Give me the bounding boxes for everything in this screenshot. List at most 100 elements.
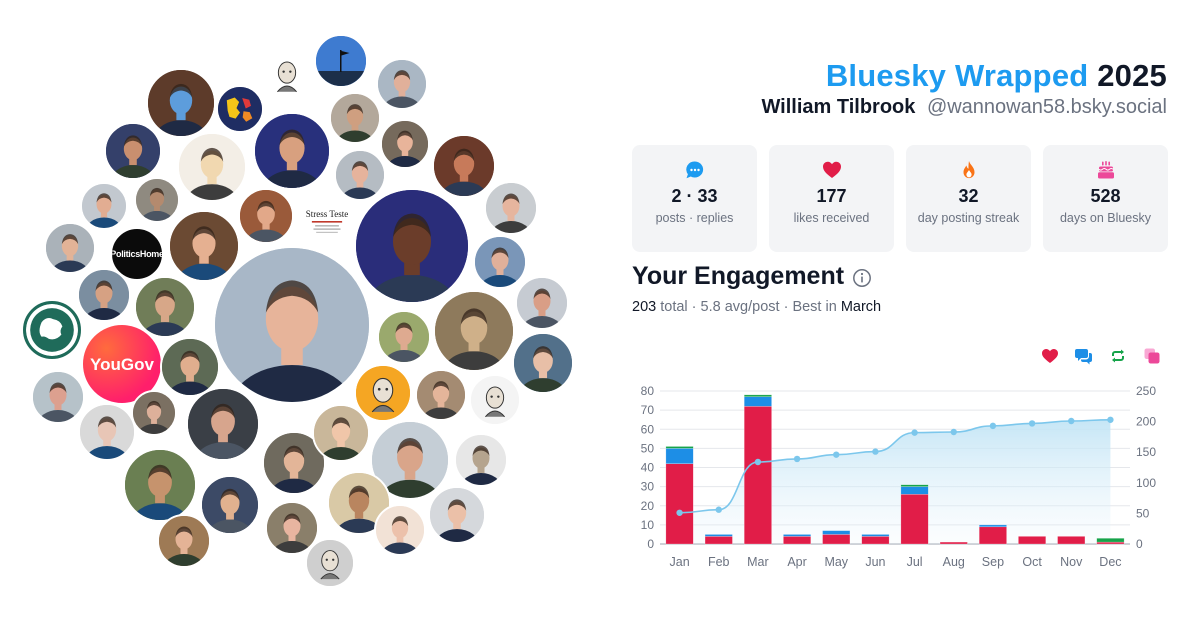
avatar[interactable] <box>104 122 162 180</box>
avatar[interactable] <box>484 181 538 235</box>
user-line: William Tilbrook @wannowan58.bsky.social <box>761 96 1167 119</box>
avatar[interactable] <box>177 132 247 202</box>
avatar[interactable] <box>354 188 470 304</box>
bar-segment <box>1096 541 1125 545</box>
x-tick-label: Jan <box>670 555 690 569</box>
stress-tested-avatar[interactable]: Stress Teste <box>298 192 356 250</box>
likes-legend-icon[interactable] <box>1041 347 1059 365</box>
stat-card-days: 528 days on Bluesky <box>1043 145 1168 252</box>
bar-segment <box>743 396 772 407</box>
y2-tick-label: 250 <box>1136 384 1156 398</box>
sky-photo-avatar[interactable] <box>314 34 368 88</box>
person-photo <box>456 435 506 485</box>
drawing-icon <box>356 366 410 420</box>
avatar[interactable] <box>80 182 128 230</box>
avatar[interactable] <box>146 68 216 138</box>
illustration-avatar[interactable] <box>305 538 355 588</box>
bar-segment <box>743 394 772 397</box>
avatar[interactable] <box>134 276 196 338</box>
avatar[interactable] <box>433 290 515 372</box>
person-photo <box>514 334 572 392</box>
cumulative-point <box>676 509 683 516</box>
avg-per-post: 5.8 avg/post <box>700 299 780 315</box>
x-tick-label: Nov <box>1060 555 1083 569</box>
avatar[interactable] <box>329 92 381 144</box>
avatar[interactable] <box>134 177 180 223</box>
person-photo <box>240 190 292 242</box>
avatar[interactable] <box>253 112 331 190</box>
avatar[interactable] <box>157 514 211 568</box>
y-tick-label: 20 <box>641 499 655 513</box>
cumulative-point <box>989 422 997 430</box>
person-photo <box>82 184 126 228</box>
yougov-logo-text: YouGov <box>90 354 154 374</box>
y2-tick-label: 0 <box>1136 537 1143 551</box>
engagement-summary: 203 total · 5.8 avg/post · Best in March <box>632 299 882 315</box>
avatar[interactable] <box>200 475 260 535</box>
best-label: Best in <box>792 299 837 315</box>
avatar[interactable] <box>213 246 371 404</box>
cumulative-point <box>1068 417 1075 425</box>
avatar[interactable] <box>44 222 96 274</box>
avatar[interactable] <box>77 268 131 322</box>
avatar[interactable] <box>380 119 430 169</box>
user-handle[interactable]: @wannowan58.bsky.social <box>926 96 1167 118</box>
replies-legend-icon[interactable] <box>1075 347 1093 365</box>
quote-legend-icon[interactable] <box>1143 347 1161 365</box>
bar-segment <box>1018 536 1047 545</box>
avatar[interactable] <box>186 387 260 461</box>
drawing-icon <box>471 376 519 424</box>
person-photo <box>202 477 258 533</box>
cumulative-point <box>754 458 762 466</box>
stress-tested-text: Stress Teste <box>305 209 349 219</box>
stat-caption: day posting streak <box>917 211 1020 225</box>
avatar[interactable] <box>415 369 467 421</box>
bar-segment <box>900 494 929 545</box>
person-photo <box>255 114 329 188</box>
bar-segment <box>861 534 890 537</box>
person-photo <box>486 183 536 233</box>
avatar[interactable] <box>238 188 294 244</box>
illustration-avatar[interactable] <box>469 374 521 426</box>
avatar[interactable] <box>31 370 85 424</box>
avatar[interactable] <box>376 58 428 110</box>
person-photo <box>417 371 465 419</box>
avatar[interactable] <box>377 310 431 364</box>
avatar[interactable] <box>432 134 496 198</box>
avatar[interactable] <box>131 390 177 436</box>
person-photo <box>331 94 379 142</box>
person-photo <box>435 292 513 370</box>
person-photo <box>267 503 317 553</box>
politicshome-avatar[interactable]: PoliticsHome <box>110 227 164 281</box>
avatar[interactable] <box>454 433 508 487</box>
seal-logo-avatar[interactable] <box>23 301 81 359</box>
avatar[interactable] <box>374 504 426 556</box>
person-photo <box>434 136 494 196</box>
illustration-avatar[interactable] <box>261 49 313 101</box>
avatar[interactable] <box>327 471 391 535</box>
person-photo <box>79 270 129 320</box>
bar-segment <box>665 446 694 449</box>
avatar[interactable] <box>473 235 527 289</box>
avatar[interactable] <box>370 420 450 500</box>
person-photo <box>136 278 194 336</box>
cumulative-point <box>1107 416 1114 423</box>
avatar[interactable] <box>512 332 574 394</box>
person-photo <box>106 124 160 178</box>
illustration-avatar[interactable] <box>354 364 412 422</box>
person-photo <box>376 506 424 554</box>
avatar[interactable] <box>160 337 220 397</box>
avatar[interactable] <box>123 448 197 522</box>
avatar[interactable] <box>428 486 486 544</box>
avatar[interactable] <box>78 403 136 461</box>
brand-title: Bluesky Wrapped <box>825 58 1089 93</box>
repost-legend-icon[interactable] <box>1109 347 1127 365</box>
avatar[interactable] <box>515 276 569 330</box>
avatar[interactable] <box>312 404 370 462</box>
bar-segment <box>822 530 851 535</box>
person-photo <box>379 312 429 362</box>
map-avatar[interactable] <box>216 85 264 133</box>
avatar[interactable] <box>168 210 240 282</box>
avatar[interactable] <box>334 149 386 201</box>
info-icon[interactable] <box>852 268 872 288</box>
